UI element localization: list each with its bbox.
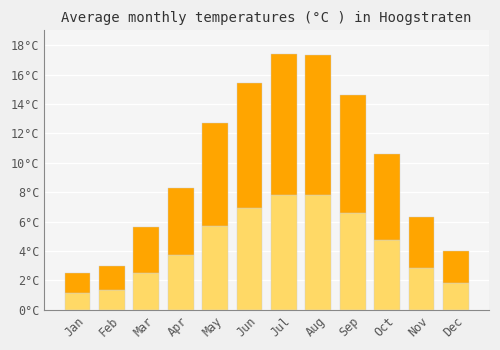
Bar (408, 217, 434, 268)
Bar (306, 195, 331, 310)
Bar (99, 290, 125, 310)
Bar (236, 208, 262, 310)
Bar (202, 123, 228, 226)
Title: Average monthly temperatures (°C ) in Hoogstraten: Average monthly temperatures (°C ) in Ho… (62, 11, 472, 25)
Bar (408, 268, 434, 310)
Bar (306, 55, 331, 195)
Bar (340, 213, 365, 310)
Bar (134, 273, 159, 310)
Bar (168, 188, 194, 255)
Bar (64, 273, 90, 293)
Bar (443, 251, 468, 283)
Bar (340, 95, 365, 213)
Bar (168, 255, 194, 310)
Bar (134, 228, 159, 273)
Bar (374, 154, 400, 240)
Bar (64, 293, 90, 310)
Bar (271, 54, 297, 195)
Bar (443, 283, 468, 310)
Bar (99, 266, 125, 290)
Bar (202, 226, 228, 310)
Bar (374, 240, 400, 310)
Bar (271, 195, 297, 310)
Bar (236, 83, 262, 208)
